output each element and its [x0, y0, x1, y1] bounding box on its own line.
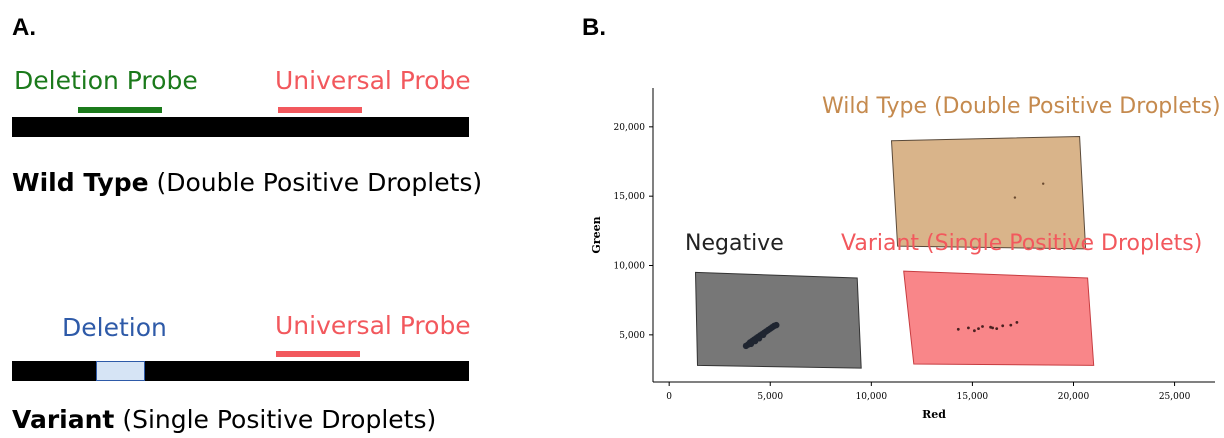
deletion-label: Deletion: [62, 313, 167, 342]
panel-a-label: A.: [12, 14, 36, 41]
variant-droplet: [991, 326, 994, 330]
variant-droplet: [1009, 323, 1013, 327]
wildtype-dna-bar: [12, 117, 469, 137]
x-tick-label: 0: [666, 392, 672, 402]
y-axis-ticks: 5,000 10,000 15,000 20,000: [614, 123, 653, 341]
negative-droplet: [760, 331, 767, 338]
negative-droplet: [773, 321, 780, 329]
universal-probe-segment-wildtype: [278, 107, 362, 113]
deletion-probe-label: Deletion Probe: [14, 66, 198, 95]
x-axis-ticks: 0 5,000 10,000 15,000 20,000 25,000: [666, 382, 1191, 402]
negative-region-label: Negative: [685, 231, 784, 256]
wildtype-region-label: Wild Type (Double Positive Droplets): [822, 94, 1221, 119]
wildtype-caption-rest: (Double Positive Droplets): [148, 168, 483, 197]
x-tick-label: 25,000: [1159, 392, 1191, 402]
variant-droplet: [981, 325, 984, 328]
universal-probe-label-wildtype: Universal Probe: [275, 66, 471, 95]
droplet-points: [742, 182, 1045, 350]
variant-droplet: [977, 327, 980, 330]
wildtype-droplet: [1042, 182, 1045, 185]
variant-droplet: [995, 327, 999, 330]
universal-probe-segment-variant: [276, 351, 360, 357]
panel-b-label: B.: [582, 14, 606, 41]
variant-droplet: [967, 326, 970, 330]
y-axis-label: Green: [590, 216, 603, 253]
x-tick-label: 10,000: [856, 392, 888, 402]
x-tick-label: 15,000: [957, 392, 989, 402]
variant-caption-bold: Variant: [12, 405, 115, 434]
variant-droplet: [1001, 324, 1005, 328]
variant-droplet: [956, 327, 960, 331]
universal-probe-label-variant: Universal Probe: [275, 311, 471, 340]
y-tick-label: 15,000: [614, 192, 646, 202]
negative-gate: [694, 271, 862, 369]
x-tick-label: 5,000: [757, 392, 783, 402]
x-tick-label: 20,000: [1058, 392, 1090, 402]
y-tick-label: 20,000: [614, 123, 646, 133]
variant-caption-rest: (Single Positive Droplets): [114, 405, 437, 434]
variant-gate: [903, 270, 1095, 366]
wildtype-caption-bold: Wild Type: [12, 168, 149, 197]
variant-region-label: Variant (Single Positive Droplets): [841, 231, 1203, 256]
y-tick-label: 5,000: [619, 331, 645, 341]
wildtype-gate: [890, 135, 1087, 250]
y-tick-label: 10,000: [614, 262, 646, 272]
wildtype-caption: Wild Type (Double Positive Droplets): [12, 168, 482, 197]
deletion-gap-box: [96, 361, 145, 381]
variant-droplet: [1015, 321, 1019, 324]
variant-droplet: [973, 329, 976, 333]
gate-regions: [694, 135, 1095, 369]
x-axis-label: Red: [922, 408, 946, 421]
deletion-probe-segment: [78, 107, 162, 113]
variant-caption: Variant (Single Positive Droplets): [12, 405, 436, 434]
wildtype-droplet: [1013, 196, 1017, 199]
